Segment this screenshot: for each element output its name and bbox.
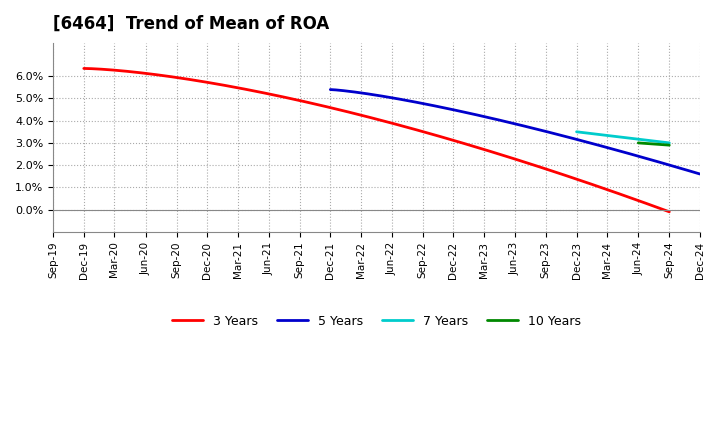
Line: 5 Years: 5 Years (330, 90, 700, 174)
Text: [6464]  Trend of Mean of ROA: [6464] Trend of Mean of ROA (53, 15, 329, 33)
Legend: 3 Years, 5 Years, 7 Years, 10 Years: 3 Years, 5 Years, 7 Years, 10 Years (167, 310, 586, 333)
Line: 10 Years: 10 Years (638, 143, 670, 145)
Line: 3 Years: 3 Years (84, 69, 670, 212)
Line: 7 Years: 7 Years (577, 132, 670, 143)
